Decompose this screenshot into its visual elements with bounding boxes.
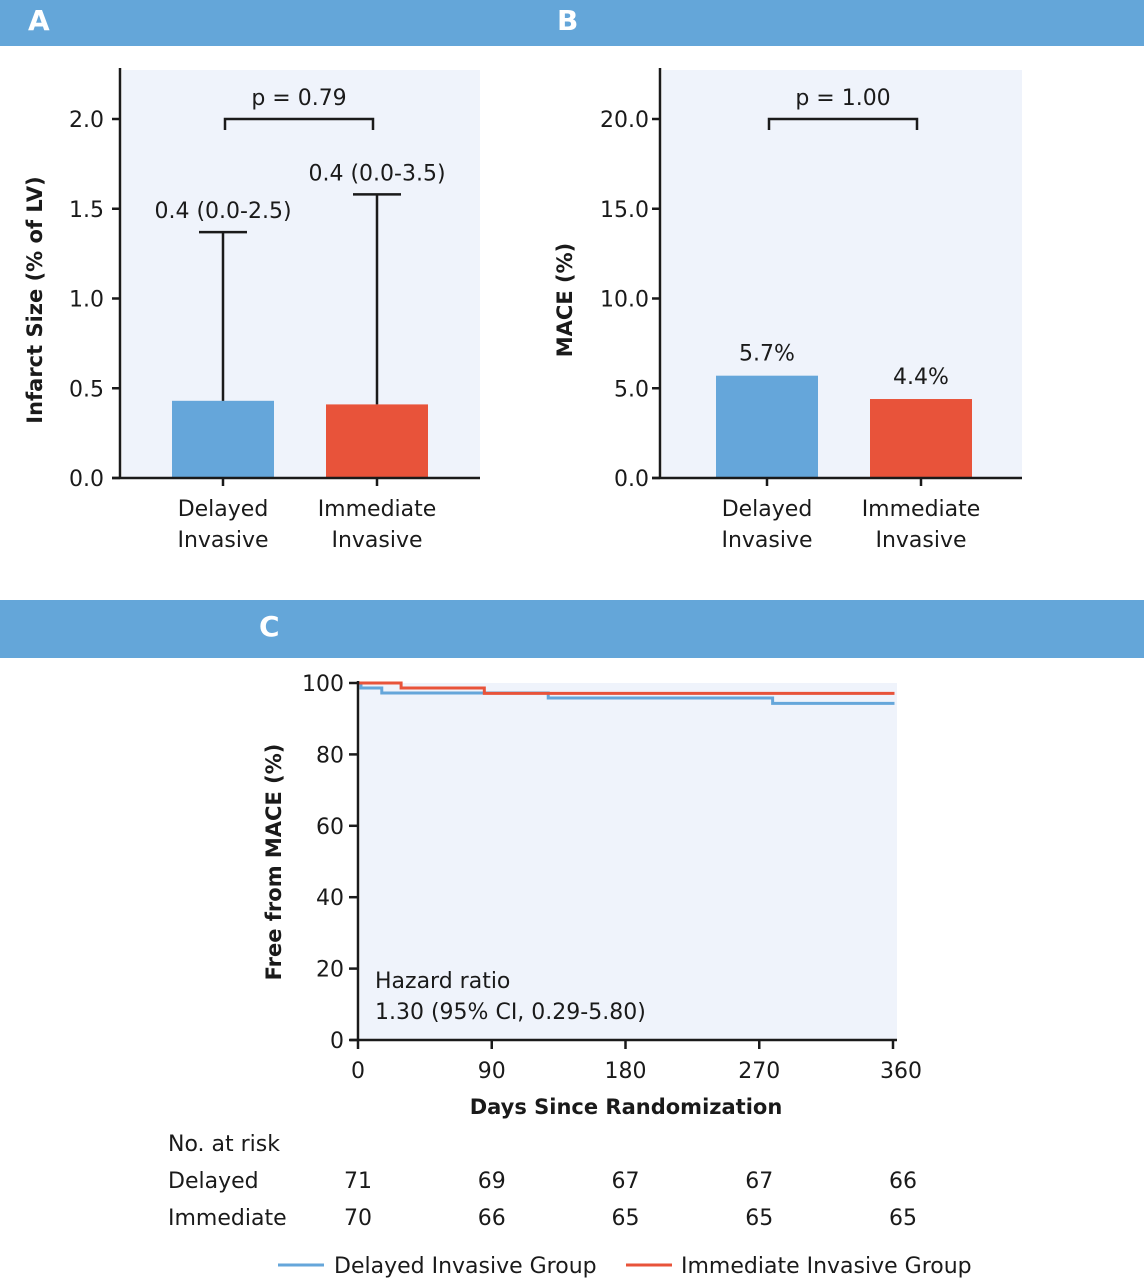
panel-c-y-tick-label: 100 — [302, 672, 344, 697]
panel-b-y-tick-label: 5.0 — [614, 377, 649, 402]
panel-a-data-label-1: 0.4 (0.0-3.5) — [308, 161, 445, 186]
panel-a-category-label: Delayed — [178, 497, 269, 522]
panel-a-y-tick-label: 0.0 — [69, 467, 104, 492]
panel-c-y-axis-title: Free from MACE (%) — [262, 744, 286, 981]
panel-b-bar-immediate — [870, 399, 972, 478]
panel-c-x-tick-label: 270 — [738, 1059, 780, 1084]
panel-a-data-label-0: 0.4 (0.0-2.5) — [154, 199, 291, 224]
panel-a-category-label: Invasive — [331, 528, 422, 553]
legend-label-immediate: Immediate Invasive Group — [681, 1254, 972, 1279]
panel-c-y-tick-label: 20 — [316, 958, 344, 983]
panel-c-x-tick-label: 180 — [605, 1059, 647, 1084]
panel-c-y-tick-label: 80 — [316, 743, 344, 768]
panel-a-category-label: Immediate — [318, 497, 437, 522]
panel-b-category-label: Invasive — [875, 528, 966, 553]
risk-table-title: No. at risk — [168, 1132, 280, 1157]
panel-a-p-value: p = 0.79 — [251, 86, 346, 111]
panel-c-x-axis-title: Days Since Randomization — [470, 1095, 783, 1119]
panel-c-header-bar — [0, 600, 1144, 658]
panel-c-label: C — [259, 610, 280, 643]
legend-label-delayed: Delayed Invasive Group — [334, 1254, 597, 1279]
panel-a-y-tick-label: 1.5 — [69, 198, 104, 223]
panel-c-plot-background — [360, 683, 897, 1040]
risk-table-cell: 65 — [745, 1206, 773, 1231]
risk-table-cell: 65 — [889, 1206, 917, 1231]
risk-table-cell: 67 — [612, 1169, 640, 1194]
panel-b-y-tick-label: 15.0 — [600, 198, 649, 223]
panel-a-y-tick-label: 2.0 — [69, 108, 104, 133]
risk-table-row-label: Immediate — [168, 1206, 287, 1231]
panel-b-y-tick-label: 10.0 — [600, 288, 649, 313]
panel-b-data-label-0: 5.7% — [739, 342, 795, 367]
panel-c-y-tick-label: 60 — [316, 815, 344, 840]
panel-a-y-tick-label: 0.5 — [69, 377, 104, 402]
panel-b-category-label: Delayed — [722, 497, 813, 522]
panel-b-y-tick-label: 20.0 — [600, 108, 649, 133]
panel-b-p-value: p = 1.00 — [795, 86, 890, 111]
panel-b-bar-delayed — [716, 375, 818, 478]
panel-b-category-label: Immediate — [862, 497, 981, 522]
panel-a-bar-immediate — [326, 404, 428, 478]
panel-a-bar-delayed — [172, 400, 274, 478]
panel-a-significance-bracket — [223, 117, 375, 130]
panel-a-label: A — [28, 4, 50, 37]
risk-table-cell: 71 — [344, 1169, 372, 1194]
panel-b-data-label-1: 4.4% — [893, 365, 949, 390]
panel-c-x-tick-label: 90 — [478, 1059, 506, 1084]
panel-c-km-curve-immediate — [358, 681, 895, 695]
risk-table-row-label: Delayed — [168, 1169, 259, 1194]
risk-table-cell: 67 — [745, 1169, 773, 1194]
panel-a-category-label: Invasive — [177, 528, 268, 553]
panel-b-significance-bracket — [767, 117, 919, 130]
risk-table-cell: 65 — [612, 1206, 640, 1231]
panel-c-x-tick-label: 360 — [880, 1059, 922, 1084]
panel-a-b-header-bar — [0, 0, 1144, 46]
panel-c-y-tick-label: 40 — [316, 886, 344, 911]
risk-table-cell: 66 — [889, 1169, 917, 1194]
panel-b-y-tick-label: 0.0 — [614, 467, 649, 492]
panel-c-hazard-ratio-annotation: 1.30 (95% CI, 0.29-5.80) — [375, 1000, 646, 1025]
panel-a-y-tick-label: 1.0 — [69, 288, 104, 313]
panel-c-hazard-ratio-annotation: Hazard ratio — [375, 969, 510, 994]
risk-table-cell: 66 — [478, 1206, 506, 1231]
panel-c-x-tick-label: 0 — [351, 1059, 365, 1084]
panel-b-y-axis-title: MACE (%) — [553, 243, 577, 357]
panel-a-y-axis-title: Infarct Size (% of LV) — [23, 176, 47, 424]
panel-b-category-label: Invasive — [721, 528, 812, 553]
panel-b-label: B — [557, 4, 579, 37]
panel-c-y-tick-label: 0 — [330, 1029, 344, 1054]
risk-table-cell: 69 — [478, 1169, 506, 1194]
risk-table-cell: 70 — [344, 1206, 372, 1231]
